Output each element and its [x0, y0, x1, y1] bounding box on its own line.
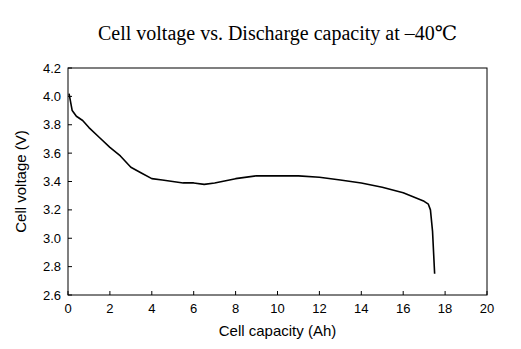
x-tick-label: 0 [64, 301, 71, 316]
y-axis-label: Cell voltage (V) [12, 130, 29, 233]
x-tick-label: 18 [438, 301, 452, 316]
x-tick [319, 291, 320, 295]
y-tick-label: 3.6 [43, 146, 61, 161]
x-tick [68, 291, 69, 295]
y-tick [68, 238, 72, 239]
x-tick [109, 291, 110, 295]
x-tick-label: 4 [148, 301, 155, 316]
voltage-line [69, 94, 435, 274]
x-tick [193, 291, 194, 295]
y-tick-label: 4.2 [43, 61, 61, 76]
y-tick-label: 4.0 [43, 89, 61, 104]
x-tick [235, 291, 236, 295]
plot-frame [68, 68, 487, 295]
x-tick-label: 10 [270, 301, 284, 316]
chart: Cell voltage vs. Discharge capacity at –… [0, 0, 521, 349]
x-tick-label: 2 [106, 301, 113, 316]
y-tick [68, 153, 72, 154]
x-tick [277, 291, 278, 295]
y-tick [68, 266, 72, 267]
x-tick-label: 6 [190, 301, 197, 316]
y-tick [68, 209, 72, 210]
title: Cell voltage vs. Discharge capacity at –… [98, 22, 457, 45]
y-tick [68, 68, 72, 69]
y-tick-label: 2.8 [43, 259, 61, 274]
y-tick-label: 3.4 [43, 174, 61, 189]
x-axis-label: Cell capacity (Ah) [219, 322, 337, 339]
y-tick [68, 124, 72, 125]
x-tick [487, 291, 488, 295]
x-tick [403, 291, 404, 295]
y-tick-label: 3.8 [43, 117, 61, 132]
x-tick [151, 291, 152, 295]
y-tick [68, 295, 72, 296]
x-tick-label: 20 [480, 301, 494, 316]
x-tick [361, 291, 362, 295]
y-tick-label: 3.0 [43, 231, 61, 246]
y-tick-label: 3.2 [43, 202, 61, 217]
x-tick-label: 8 [232, 301, 239, 316]
x-tick-label: 12 [312, 301, 326, 316]
y-tick-label: 2.6 [43, 288, 61, 303]
plot-area [69, 94, 435, 274]
y-tick [68, 181, 72, 182]
x-tick-label: 16 [396, 301, 410, 316]
x-tick [445, 291, 446, 295]
x-tick-label: 14 [354, 301, 368, 316]
